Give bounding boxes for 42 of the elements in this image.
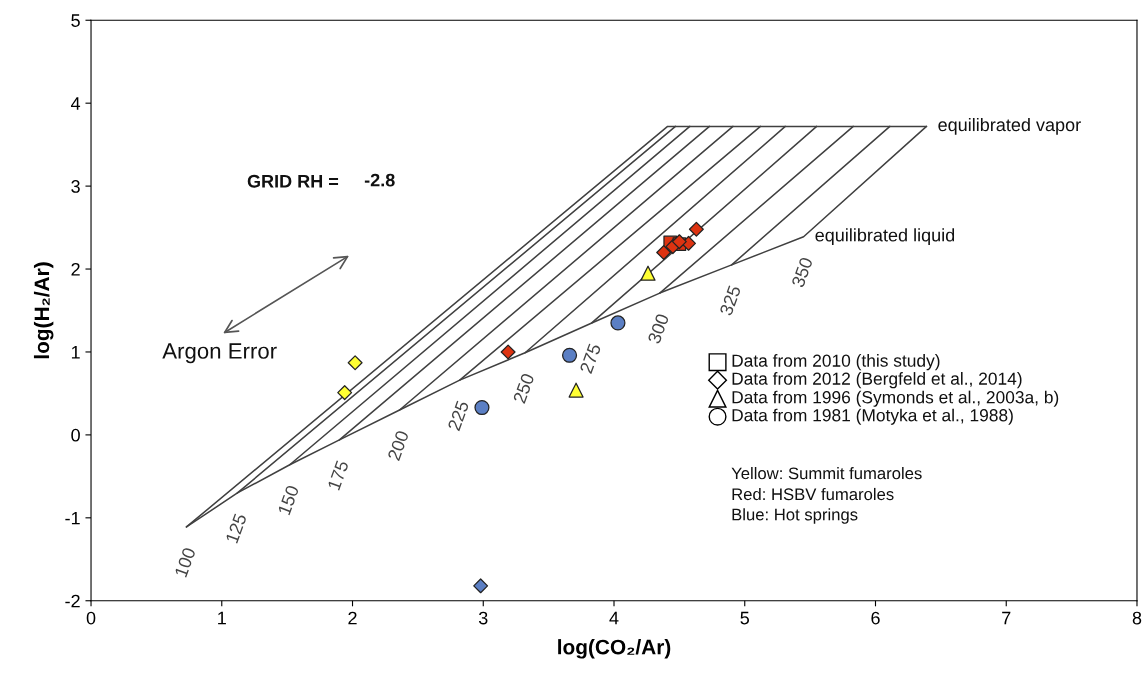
y-axis-title: log(H₂/Ar) [33, 262, 54, 359]
annotation: Data from 1996 (Symonds et al., 2003a, b) [732, 390, 1059, 407]
y-tick-label: 2 [71, 262, 80, 276]
annotation: GRID RH = [247, 174, 339, 188]
x-tick-label: 5 [740, 611, 750, 625]
y-tick-label: -1 [65, 511, 80, 525]
annotation: 200 [387, 429, 410, 462]
x-tick-label: 2 [348, 611, 357, 625]
x-tick-label: 6 [871, 611, 880, 625]
annotation: 250 [512, 372, 535, 404]
annotation: 325 [719, 284, 742, 317]
y-tick-label: 0 [71, 428, 80, 442]
annotation: Argon Error [162, 343, 277, 364]
annotation: Data from 2012 (Bergfeld et al., 2014) [732, 372, 1022, 389]
x-tick-label: 4 [609, 611, 619, 625]
annotation: 125 [225, 512, 247, 544]
annotation: 225 [447, 400, 470, 432]
annotation: Red: HSBV fumaroles [732, 487, 894, 501]
y-tick-label: 3 [71, 180, 80, 193]
x-axis-title: log(CO₂/Ar) [558, 639, 671, 659]
x-tick-label: 1 [218, 611, 226, 625]
x-tick-label: 8 [1132, 611, 1142, 625]
x-tick-label: 3 [478, 611, 488, 625]
annotation: 100 [174, 546, 196, 578]
annotation: 150 [277, 484, 300, 516]
annotation: Yellow: Summit fumaroles [731, 467, 922, 480]
annotation: equilibrated vapor [938, 117, 1081, 135]
y-tick-label: 4 [70, 97, 81, 110]
y-tick-label: 5 [71, 14, 80, 27]
annotation: Data from 1981 (Motyka et al., 1988) [732, 408, 1013, 425]
annotation: 350 [791, 256, 814, 288]
annotation: equilibrated liquid [815, 228, 955, 246]
x-tick-label: 0 [86, 611, 96, 625]
x-tick-label: 7 [1002, 611, 1011, 625]
y-tick-label: 1 [71, 346, 80, 359]
y-tick-label: -2 [65, 594, 80, 608]
annotation: 300 [647, 312, 670, 345]
annotation: Blue: Hot springs [732, 508, 858, 524]
annotation: 175 [327, 459, 349, 491]
annotation: -2.8 [364, 173, 395, 187]
annotation: Data from 2010 (this study) [732, 354, 940, 371]
annotation: 275 [579, 342, 602, 375]
